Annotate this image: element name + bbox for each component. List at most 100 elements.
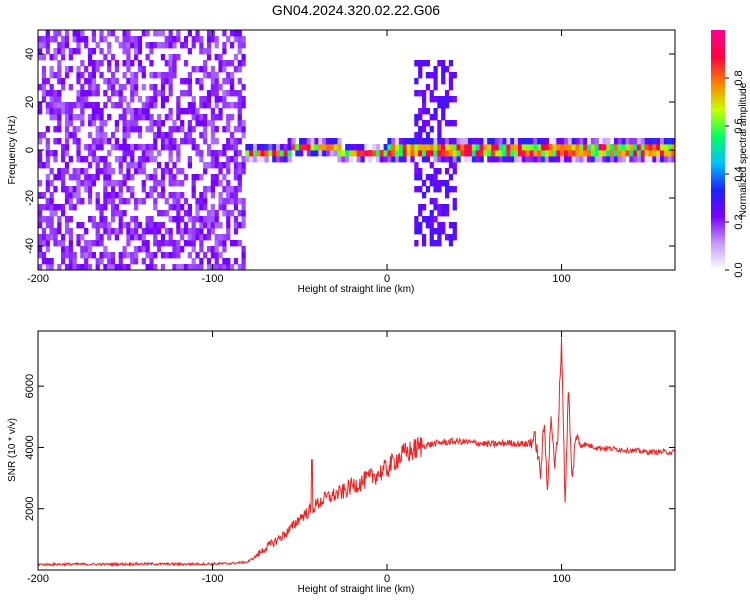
- spectrogram-cell: [103, 132, 108, 139]
- spectrogram-cell: [130, 192, 135, 199]
- spectrogram-cell: [95, 162, 100, 169]
- spectrogram-cell: [130, 72, 135, 79]
- spectrogram-cell: [80, 30, 85, 37]
- spectrogram-cell: [107, 198, 112, 205]
- spectrogram-cell: [130, 174, 135, 181]
- spectrogram-cell: [99, 144, 104, 151]
- spectrogram-cell: [452, 96, 457, 103]
- spectrogram-cell: [195, 174, 200, 181]
- spectrogram-cell: [99, 204, 104, 211]
- spectrogram-cell: [180, 180, 185, 187]
- spectrogram-cell: [206, 222, 212, 229]
- spectrogram-cell: [241, 54, 246, 61]
- spectrogram-cell: [84, 90, 89, 97]
- spectrogram-cell: [203, 72, 208, 79]
- spectrogram-cell: [153, 102, 158, 109]
- spectrogram-cell: [421, 240, 427, 247]
- spectrogram-cell: [187, 48, 192, 55]
- spectrogram-cell: [76, 48, 81, 55]
- spectrogram-cell: [617, 150, 622, 157]
- spectrogram-cell: [168, 30, 173, 37]
- spectrogram-cell: [233, 54, 239, 61]
- spectrogram-cell: [172, 216, 177, 223]
- spectrogram-cell: [241, 162, 246, 169]
- spectrogram-cell: [38, 108, 43, 115]
- spectrogram-cell: [76, 234, 81, 241]
- spectrogram-cell: [118, 162, 123, 169]
- spectrogram-cell: [210, 174, 216, 181]
- spectrogram-cell: [333, 144, 338, 151]
- spectrogram-cell: [636, 144, 642, 151]
- spectrogram-cell: [133, 36, 139, 43]
- spectrogram-cell: [114, 192, 120, 199]
- spectrogram-cell: [187, 162, 192, 169]
- spectrogram-cell: [406, 138, 411, 145]
- spectrogram-cell: [145, 102, 150, 109]
- spectrogram-cell: [122, 210, 127, 217]
- spectrogram-cell: [84, 180, 89, 187]
- spectrogram-cell: [157, 72, 162, 79]
- spectrogram-cell: [157, 126, 162, 133]
- spectrogram-cell: [95, 90, 100, 97]
- spectrogram-cell: [61, 150, 66, 157]
- spectrogram-cell: [418, 204, 423, 211]
- spectrogram-cell: [663, 150, 669, 157]
- spectrogram-cell: [345, 156, 350, 163]
- spectrogram-cell: [153, 30, 158, 37]
- spectrogram-cell: [636, 138, 642, 145]
- spectrogram-cell: [187, 216, 192, 223]
- spectrogram-cell: [149, 120, 154, 127]
- spectrogram-cell: [468, 144, 473, 151]
- spectrogram-cell: [425, 186, 431, 193]
- spectrogram-cell: [126, 150, 131, 157]
- spectrogram-cell: [352, 150, 358, 157]
- spectrogram-cell: [625, 138, 630, 145]
- spectrogram-cell: [76, 72, 81, 79]
- spectrogram-cell: [237, 90, 242, 97]
- spectrogram-cell: [84, 42, 89, 49]
- spectrogram-cell: [126, 48, 131, 55]
- spectrogram-cell: [644, 144, 649, 151]
- spectrogram-cell: [195, 120, 200, 127]
- spectrogram-cell: [41, 36, 47, 43]
- spectrogram-cell: [510, 144, 515, 151]
- spectrogram-cell: [517, 138, 523, 145]
- spectrogram-cell: [272, 150, 277, 157]
- spectrogram-cell: [145, 192, 150, 199]
- spectrogram-cell: [218, 192, 223, 199]
- spectrogram-cell: [141, 66, 146, 73]
- spectrogram-cell: [452, 120, 457, 127]
- spectrogram-cell: [229, 138, 235, 145]
- spectrogram-cell: [237, 222, 242, 229]
- snr-background: [38, 331, 675, 570]
- spectrogram-cell: [68, 48, 73, 55]
- spectrogram-cell: [114, 138, 120, 145]
- spectrogram-cell: [149, 114, 154, 121]
- spectrogram-cell: [153, 180, 158, 187]
- spectrogram-cell: [414, 228, 419, 235]
- spectrogram-cell: [114, 156, 120, 163]
- spectrogram-cell: [64, 186, 70, 193]
- spectrogram-cell: [49, 264, 54, 270]
- spectrogram-cell: [372, 150, 377, 157]
- spectrogram-cell: [544, 156, 550, 163]
- spectrogram-cell: [168, 72, 173, 79]
- spectrogram-cell: [160, 96, 166, 103]
- spectrogram-cell: [118, 264, 123, 270]
- spectrogram-cell: [210, 246, 216, 253]
- spectrogram-cell: [53, 210, 58, 217]
- spectrogram-cell: [590, 150, 596, 157]
- spectrogram-cell: [471, 156, 477, 163]
- spectrogram-cell: [475, 156, 480, 163]
- spectrogram-cell: [91, 174, 96, 181]
- spectrogram-cell: [571, 150, 576, 157]
- spectrogram-cell: [72, 174, 77, 181]
- spectrogram-cell: [91, 180, 96, 187]
- spectrogram-cell: [172, 192, 177, 199]
- spectrogram-cell: [421, 216, 427, 223]
- spectrogram-cell: [437, 228, 442, 235]
- spectrogram-cell: [429, 210, 434, 217]
- spectrogram-cell: [402, 150, 407, 157]
- spectrogram-cell: [68, 102, 73, 109]
- spectrogram-cell: [214, 72, 219, 79]
